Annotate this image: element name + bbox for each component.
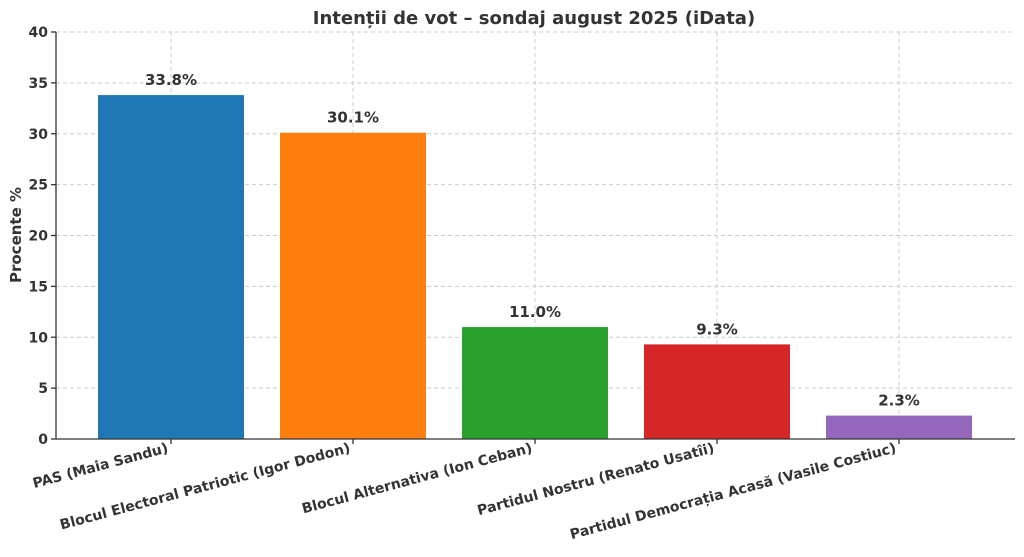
data-label: 2.3% — [878, 392, 920, 410]
bars — [98, 95, 972, 440]
x-tick-label: Blocul Electoral Patriotic (Igor Dodon) — [58, 440, 352, 533]
y-tick-label: 25 — [29, 178, 48, 194]
data-labels: 33.8% 30.1% 11.0% 9.3% 2.3% — [145, 71, 920, 410]
y-tick-label: 40 — [29, 25, 49, 41]
y-tick-label: 20 — [29, 229, 49, 245]
y-tick-label: 5 — [38, 381, 48, 397]
y-tick-labels: 0 5 10 15 20 25 30 35 40 — [29, 25, 56, 448]
chart-title: Intenții de vot – sondaj august 2025 (iD… — [313, 8, 755, 29]
y-tick-label: 35 — [29, 76, 48, 92]
x-tick-labels: PAS (Maia Sandu)Blocul Electoral Patriot… — [31, 439, 900, 543]
y-axis-label: Procente % — [7, 187, 25, 283]
data-label: 30.1% — [327, 109, 379, 127]
bar — [826, 415, 972, 439]
data-label: 33.8% — [145, 71, 197, 89]
x-tick-label: Partidul Democrația Acasă (Vasile Costiu… — [568, 440, 898, 543]
y-tick-label: 30 — [29, 127, 49, 143]
x-tick-label: PAS (Maia Sandu) — [31, 440, 170, 492]
bar — [280, 132, 426, 440]
data-label: 11.0% — [509, 303, 561, 321]
bar — [644, 344, 790, 439]
data-label: 9.3% — [696, 320, 738, 338]
y-tick-label: 0 — [38, 432, 48, 448]
bar — [462, 327, 608, 439]
y-tick-label: 15 — [29, 279, 48, 295]
y-tick-label: 10 — [29, 330, 49, 346]
bar — [98, 95, 244, 440]
